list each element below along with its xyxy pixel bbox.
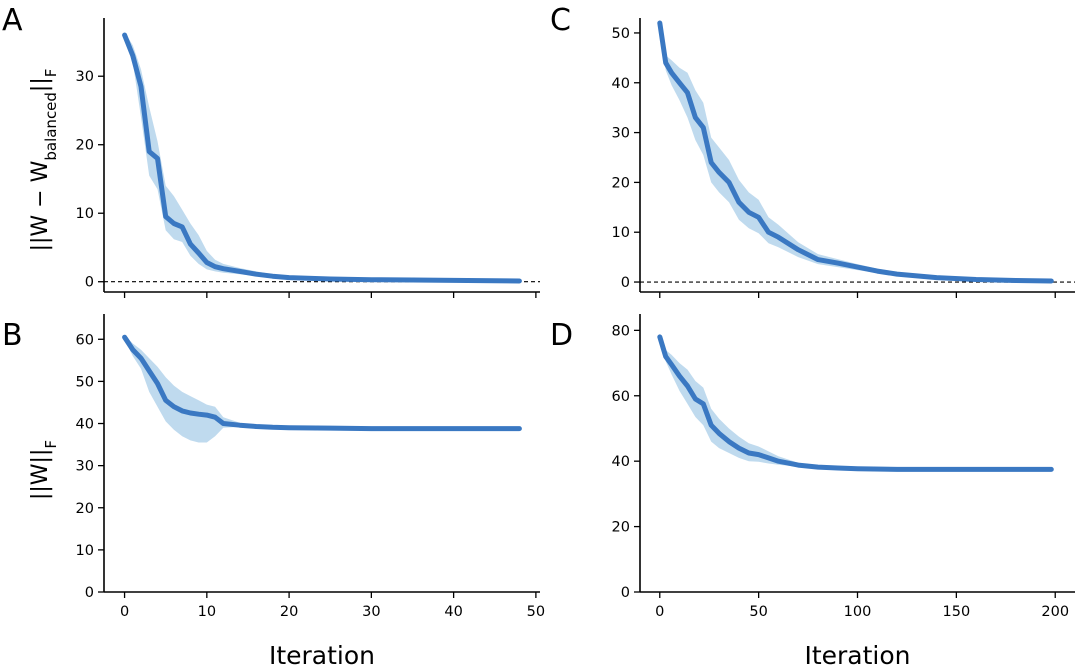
panel-b-ytick-label: 40 (76, 417, 94, 433)
y-axis-label-top-main: ||W − W (28, 160, 53, 251)
panel-b-xtick-label: 30 (362, 604, 380, 620)
panel-b-ytick-label: 10 (76, 543, 94, 559)
panel-a-ytick-label: 20 (76, 138, 94, 154)
panel-a-confidence-band (124, 31, 520, 282)
panel-a: A 0 10 20 30 (2, 3, 540, 298)
panel-b-xtick-label: 0 (120, 604, 129, 620)
panel-d-xtick-label: 150 (943, 604, 971, 620)
panel-b-ytick-label: 50 (76, 374, 94, 390)
panel-b-ytick-label: 20 (76, 501, 94, 517)
y-axis-label-top-end-subscript: F (42, 69, 60, 78)
panel-c-ytick-label: 10 (612, 225, 630, 241)
y-axis-label-bottom-subscript: F (42, 440, 60, 449)
panel-b-letter: B (2, 318, 23, 353)
panel-c-ytick-label: 40 (612, 76, 630, 92)
panel-a-mean-line (122, 32, 522, 284)
panel-b-x-axis-label: Iteration (269, 641, 375, 670)
y-axis-label-top-subscript: balanced (42, 92, 60, 161)
y-axis-label-top: ||W − Wbalanced||F (28, 69, 60, 252)
panel-c-ytick-label: 0 (621, 275, 630, 291)
panel-d-xtick-label: 0 (655, 604, 664, 620)
panel-d-ytick-label: 20 (612, 520, 630, 536)
panel-b-xtick-label: 50 (527, 604, 545, 620)
y-axis-label-bottom: ||W||F (28, 440, 60, 500)
panel-d-x-axis-label: Iteration (804, 641, 910, 670)
panel-b-ytick-label: 60 (76, 332, 94, 348)
panel-c-ytick-label: 50 (612, 26, 630, 42)
panel-d-ytick-label: 80 (612, 323, 630, 339)
panel-b-xtick-label: 10 (198, 604, 216, 620)
panel-b-ytick-label: 30 (76, 459, 94, 475)
panel-d-xtick-label: 100 (844, 604, 872, 620)
panel-c-ytick-label: 20 (612, 175, 630, 191)
panel-d-xtick-label: 200 (1041, 604, 1069, 620)
panel-b-xtick-label: 40 (444, 604, 462, 620)
panel-c: C 0 10 20 30 40 50 (550, 3, 1075, 298)
y-axis-label-top-end: || (28, 77, 53, 92)
panel-d: D 0 20 40 60 80 0 50 100 150 200 Iteration (550, 314, 1075, 670)
panel-a-ytick-label: 30 (76, 69, 94, 85)
panel-b-mean-line (122, 334, 522, 432)
panel-d-ytick-label: 0 (621, 585, 630, 601)
panel-d-mean-line (657, 334, 1054, 472)
y-axis-label-bottom-main: ||W|| (28, 449, 53, 500)
panel-b-ytick-label: 0 (85, 585, 94, 601)
panel-d-ytick-label: 60 (612, 389, 630, 405)
panel-d-letter: D (550, 318, 573, 353)
panel-c-ytick-label: 30 (612, 126, 630, 142)
panel-b-xtick-label: 20 (280, 604, 298, 620)
panel-d-xtick-label: 50 (749, 604, 767, 620)
panel-c-mean-line (657, 20, 1054, 284)
panel-d-confidence-band (659, 335, 1052, 470)
panel-a-ytick-label: 10 (76, 206, 94, 222)
panel-d-ytick-label: 40 (612, 454, 630, 470)
panel-a-letter: A (2, 3, 23, 38)
panel-b: B 0 10 20 30 40 50 60 0 10 20 30 40 50 Iteration (2, 314, 545, 670)
panel-c-confidence-band (659, 20, 1052, 282)
panel-c-letter: C (550, 3, 571, 38)
panel-a-ytick-label: 0 (85, 275, 94, 291)
